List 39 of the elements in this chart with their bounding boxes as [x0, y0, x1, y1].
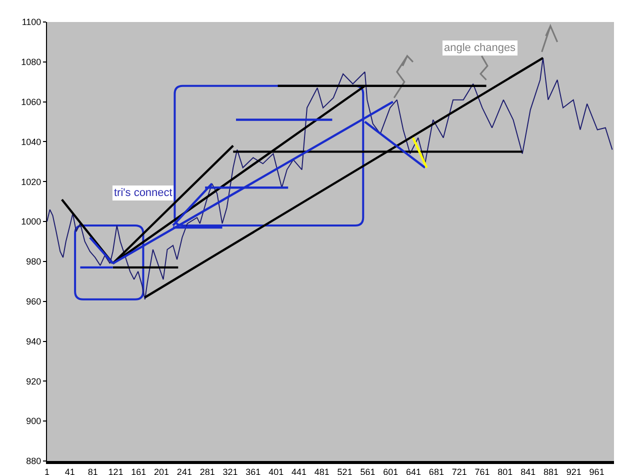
x-tick-label: 721 [452, 466, 467, 475]
x-tick-label: 561 [360, 466, 376, 475]
x-tick-label: 161 [131, 466, 146, 475]
annotation: angle changes [444, 42, 516, 54]
x-tick-label: 441 [291, 466, 307, 475]
x-tick-label: 881 [543, 466, 559, 475]
x-tick-label: 281 [200, 466, 215, 475]
y-tick-label: 940 [26, 336, 42, 346]
x-tick-label: 481 [314, 466, 330, 475]
x-tick-label: 521 [337, 466, 352, 475]
y-tick-label: 1080 [21, 57, 42, 68]
y-tick-label: 960 [26, 296, 42, 307]
x-tick-label: 921 [566, 466, 582, 475]
x-tick-label: 81 [88, 466, 98, 475]
x-tick-label: 681 [428, 466, 444, 475]
x-tick-label: 401 [268, 466, 284, 475]
y-tick-label: 1020 [21, 176, 42, 187]
y-tick-label: 1100 [22, 17, 42, 28]
x-tick-label: 641 [406, 466, 422, 475]
x-tick-label: 1 [44, 466, 50, 475]
y-tick-label: 880 [26, 456, 42, 466]
y-tick-label: 920 [26, 376, 42, 386]
x-tick-label: 201 [154, 466, 170, 475]
x-tick-label: 121 [108, 466, 124, 475]
annotation: tri's connect [114, 187, 172, 199]
y-tick-label: 900 [26, 416, 42, 426]
x-tick-label: 841 [520, 466, 536, 475]
y-tick-label: 1040 [21, 136, 42, 147]
x-tick-label: 761 [474, 466, 490, 475]
x-tick-label: 241 [176, 466, 192, 475]
x-tick-label: 961 [589, 466, 604, 475]
x-tick-label: 361 [246, 466, 261, 475]
y-tick-label: 980 [26, 256, 42, 267]
x-tick-label: 801 [498, 466, 513, 475]
x-tick-label: 321 [222, 466, 238, 475]
y-tick-label: 1060 [21, 96, 42, 107]
x-tick-label: 41 [64, 466, 75, 475]
x-tick-label: 601 [383, 466, 398, 475]
y-tick-label: 1000 [21, 216, 42, 227]
